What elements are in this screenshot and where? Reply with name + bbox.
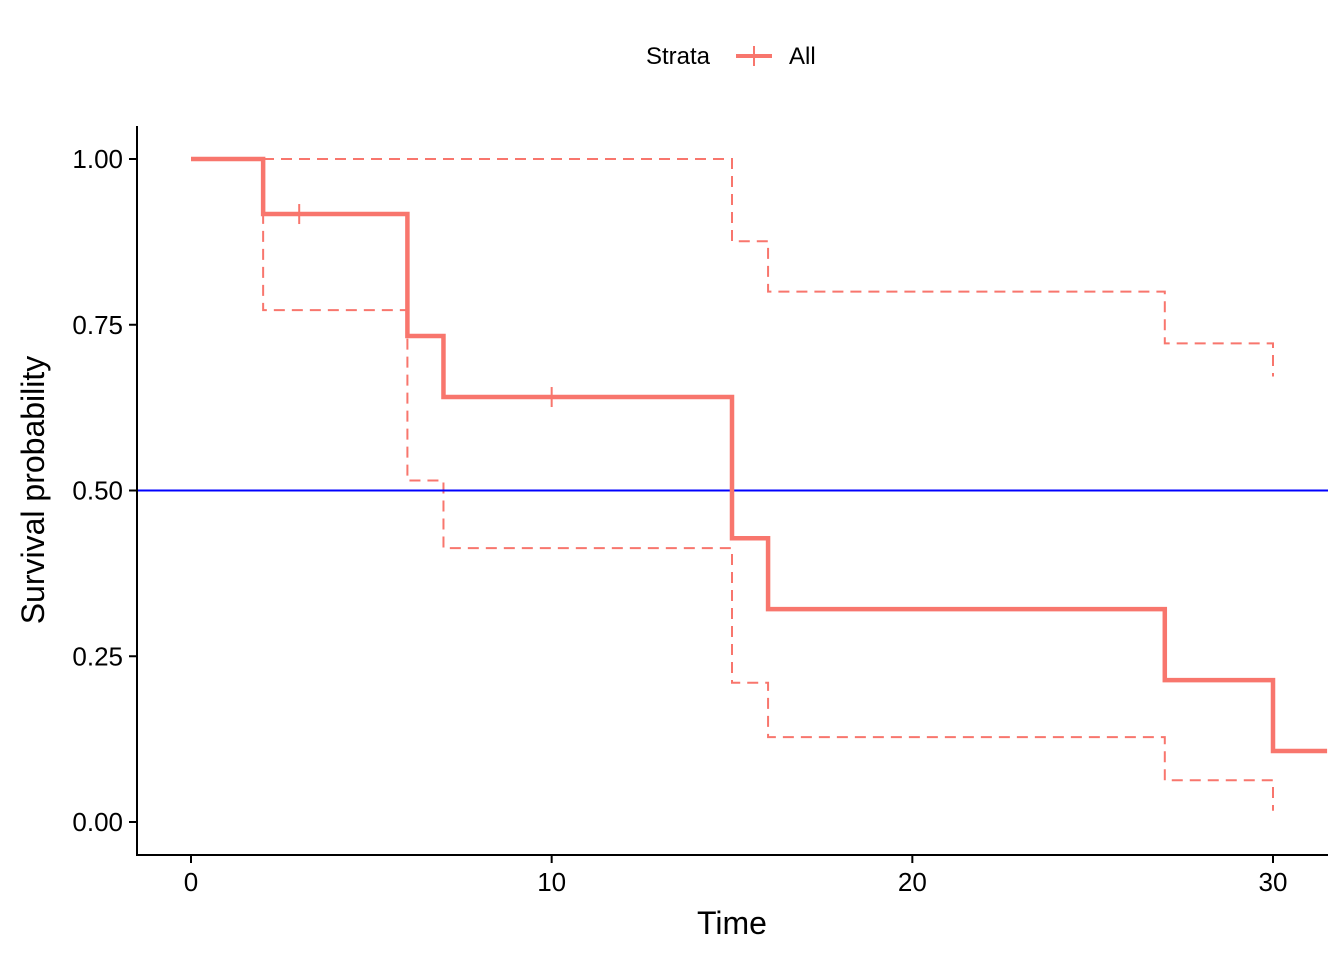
- x-tick-label: 20: [898, 867, 927, 897]
- axes: 0.00 0.25 0.50 0.75 1.00 0 10 20 30: [72, 126, 1328, 897]
- confidence-interval-lines: [191, 158, 1274, 811]
- upper-ci-line: [191, 158, 1274, 377]
- y-tick-label: 0.00: [72, 807, 123, 837]
- x-tick-label: 30: [1259, 867, 1288, 897]
- y-tick-label: 0.75: [72, 310, 123, 340]
- y-axis-ticks: 0.00 0.25 0.50 0.75 1.00: [72, 144, 137, 837]
- legend: Strata All: [646, 43, 816, 70]
- y-tick-label: 1.00: [72, 144, 123, 174]
- x-tick-label: 0: [184, 867, 198, 897]
- x-axis-ticks: 0 10 20 30: [184, 855, 1288, 897]
- legend-title: Strata: [646, 43, 711, 70]
- y-axis-title: Survival probability: [15, 356, 51, 625]
- x-axis-title: Time: [697, 905, 767, 941]
- survival-curve-lines: [191, 156, 1328, 754]
- survival-curve: [191, 156, 1328, 754]
- censor-marks: [298, 204, 553, 408]
- legend-label-all: All: [789, 43, 816, 70]
- x-tick-label: 10: [537, 867, 566, 897]
- y-tick-label: 0.50: [72, 476, 123, 506]
- y-tick-label: 0.25: [72, 641, 123, 671]
- lower-ci-line: [191, 158, 1274, 811]
